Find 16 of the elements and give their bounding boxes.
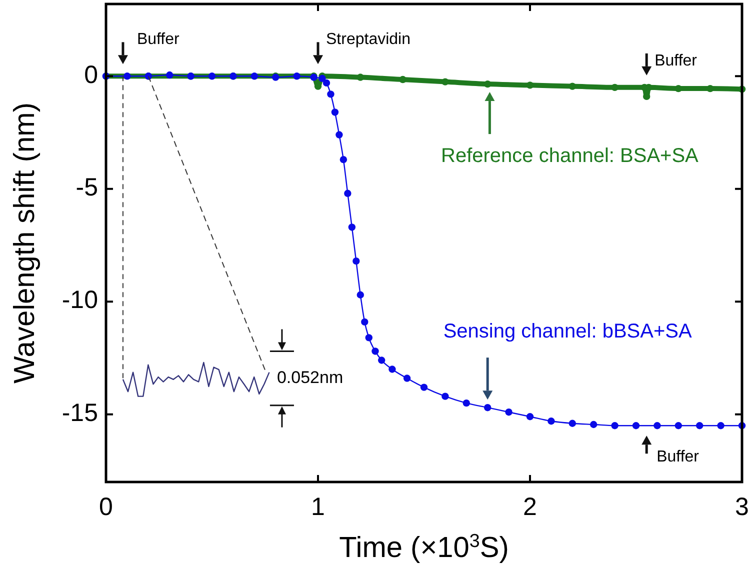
annotation: Buffer xyxy=(656,448,700,466)
y-tick-label: 0 xyxy=(84,60,98,89)
y-tick-label: -5 xyxy=(76,173,98,202)
annotation: Buffer xyxy=(136,31,180,48)
y-axis-title: Wavelength shift (nm) xyxy=(9,102,41,384)
text: Sensing channel: bBSA+SA xyxy=(443,320,693,343)
annotation: 0.052nm xyxy=(276,368,344,387)
text: Reference channel: BSA+SA xyxy=(441,145,700,168)
y-tick-label: -15 xyxy=(62,398,98,427)
annotation: Streptavidin xyxy=(326,31,410,48)
x-tick-label: 3 xyxy=(735,493,749,521)
x-tick-label: 1 xyxy=(311,493,325,521)
annotation: Buffer xyxy=(654,52,698,70)
y-tick-label: -10 xyxy=(62,286,98,314)
x-axis-title: Time (×10$^{3}$S) xyxy=(339,530,509,564)
x-tick-label: 2 xyxy=(523,493,537,521)
